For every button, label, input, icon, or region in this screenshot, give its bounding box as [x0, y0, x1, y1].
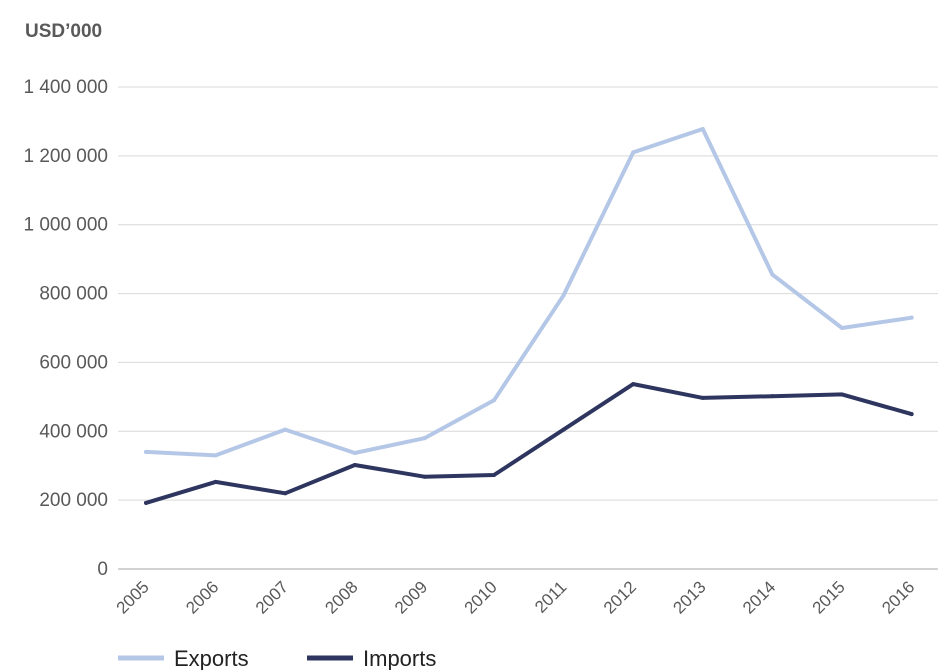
data-point-imports [352, 463, 357, 468]
series-line-imports [144, 382, 914, 505]
x-axis-ticks: 2005 2006 2007 2008 2009 2010 2011 2012 2013 2014… [113, 577, 919, 617]
data-point-imports [631, 382, 636, 387]
y-tick-label: 1 200 000 [23, 146, 108, 167]
y-tick-label: 1 400 000 [23, 77, 108, 98]
data-point-imports [144, 500, 148, 505]
series-lines [144, 127, 914, 505]
data-point-imports [283, 491, 288, 496]
data-point-imports [561, 427, 566, 432]
data-point-exports [144, 449, 148, 454]
x-tick-label: 2014 [739, 577, 779, 617]
data-point-imports [770, 394, 775, 399]
x-tick-label: 2016 [878, 577, 918, 617]
data-point-imports [422, 474, 427, 479]
legend-label-exports: Exports [174, 646, 249, 670]
data-point-imports [700, 395, 705, 400]
data-point-imports [213, 479, 218, 484]
data-point-exports [422, 436, 427, 441]
x-tick-label: 2009 [391, 577, 431, 617]
data-point-exports [492, 398, 496, 403]
x-tick-label: 2005 [113, 577, 153, 617]
x-tick-label: 2008 [321, 577, 361, 617]
y-axis-ticks: 0 200 000 400 000 600 000 800 000 1 000 000 1 … [23, 77, 108, 580]
data-point-imports [840, 392, 844, 397]
data-point-exports [700, 127, 705, 132]
x-tick-label: 2015 [809, 577, 849, 617]
x-tick-label: 2011 [531, 577, 570, 616]
legend-label-imports: Imports [363, 646, 436, 670]
y-tick-label: 200 000 [39, 490, 108, 511]
data-point-exports [283, 427, 288, 432]
data-point-exports [352, 450, 357, 455]
data-point-exports [909, 315, 914, 320]
y-unit-label: USD’000 [25, 21, 102, 42]
data-point-exports [770, 272, 775, 277]
x-tick-label: 2007 [252, 577, 292, 617]
x-tick-label: 2012 [600, 577, 640, 617]
y-tick-label: 800 000 [39, 284, 108, 305]
x-tick-label: 2013 [669, 577, 709, 617]
data-point-imports [492, 473, 496, 478]
data-point-exports [840, 326, 844, 330]
x-tick-label: 2006 [182, 577, 222, 617]
y-tick-label: 1 000 000 [23, 215, 108, 236]
data-point-exports [213, 453, 218, 458]
y-tick-label: 400 000 [39, 421, 108, 442]
data-point-exports [631, 150, 636, 155]
x-tick-label: 2010 [461, 577, 501, 617]
y-tick-label: 600 000 [39, 352, 108, 373]
series-line-exports [144, 127, 914, 458]
data-point-exports [561, 293, 566, 298]
y-tick-label: 0 [97, 559, 108, 580]
data-point-imports [909, 412, 914, 417]
gridlines [118, 86, 938, 570]
legend: Exports Imports [118, 646, 436, 670]
